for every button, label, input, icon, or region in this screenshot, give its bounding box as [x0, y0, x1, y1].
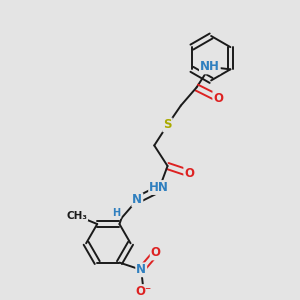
Text: O: O: [151, 246, 161, 260]
Text: O: O: [213, 92, 223, 105]
Text: CH₃: CH₃: [66, 211, 87, 220]
Text: HN: HN: [149, 181, 169, 194]
Text: N: N: [132, 193, 142, 206]
Text: O⁻: O⁻: [136, 285, 152, 298]
Text: NH: NH: [200, 60, 220, 74]
Text: N: N: [136, 263, 146, 276]
Text: O: O: [184, 167, 194, 180]
Text: S: S: [163, 118, 172, 131]
Text: H: H: [112, 208, 121, 218]
